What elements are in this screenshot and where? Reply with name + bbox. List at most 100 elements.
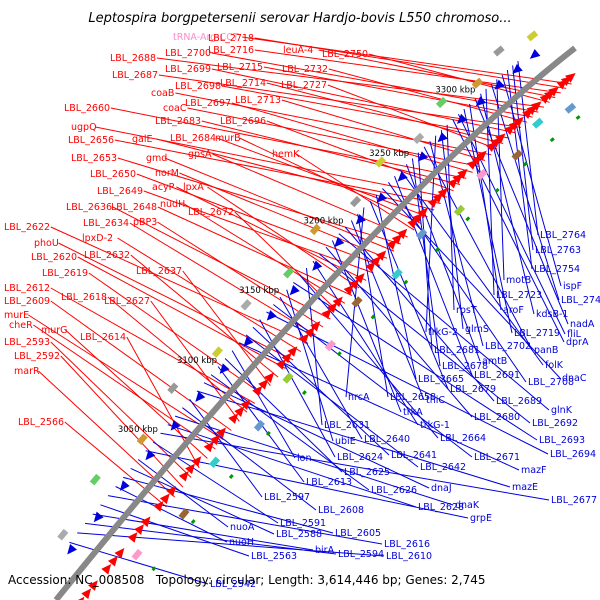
forward-label-line xyxy=(221,85,510,139)
forward-gene-label: LBL_2648 xyxy=(111,202,157,213)
reverse-gene-label: motB xyxy=(506,275,531,286)
forward-gene-label: LBL_2622 xyxy=(4,222,50,233)
forward-gene-arrow xyxy=(539,93,551,104)
reverse-gene-arrow xyxy=(417,151,429,162)
footer: Accession: NC_008508 Topology: circular;… xyxy=(8,573,486,587)
forward-gene-arrow xyxy=(140,516,151,528)
feature-block xyxy=(351,296,363,308)
tick-mark xyxy=(265,431,271,436)
tick-label: 3300 kbp xyxy=(435,86,475,96)
feature-block xyxy=(349,195,362,208)
reverse-gene-label: nuoH xyxy=(229,537,254,548)
forward-gene-arrow xyxy=(327,302,338,314)
forward-gene-label: LBL_2636 xyxy=(66,202,112,213)
forward-gene-label: marR xyxy=(14,366,40,377)
forward-gene-label: LBL_2684 xyxy=(170,133,216,144)
reverse-gene-label: amtB xyxy=(482,356,507,367)
genes-text: Genes: 2,745 xyxy=(405,573,486,587)
forward-gene-arrow xyxy=(159,493,170,505)
forward-label-line xyxy=(239,137,422,224)
forward-gene-arrow xyxy=(81,588,92,600)
reverse-gene-label: LBL_2610 xyxy=(386,551,432,562)
reverse-gene-label: LBL_2671 xyxy=(474,452,520,463)
reverse-gene-label: LBL_2642 xyxy=(420,462,466,473)
forward-gene-label: LBL_2696 xyxy=(220,116,266,127)
map-title: Leptospira borgpetersenii serovar Hardjo… xyxy=(88,11,511,26)
forward-gene-arrow xyxy=(298,333,309,345)
forward-label-line xyxy=(207,186,360,289)
reverse-label-line xyxy=(160,432,550,501)
forward-gene-label: norM xyxy=(155,168,179,179)
reverse-gene-label: glmS xyxy=(465,324,489,335)
reverse-label-line xyxy=(123,476,334,534)
forward-gene-arrow xyxy=(153,501,164,512)
reverse-label-line xyxy=(344,226,495,402)
forward-gene-label: LBL_2618 xyxy=(61,292,107,303)
forward-label-line xyxy=(201,120,461,185)
forward-gene-label: LBL_2653 xyxy=(71,153,117,164)
reverse-gene-arrow xyxy=(312,260,323,271)
forward-gene-label: LBL_2620 xyxy=(31,252,77,263)
reverse-label-line xyxy=(490,83,560,301)
reverse-gene-label: LBL_2631 xyxy=(324,420,370,431)
forward-gene-arrow xyxy=(332,296,343,308)
reverse-gene-label: LBL_2754 xyxy=(534,264,580,275)
feature-block xyxy=(564,102,577,114)
reverse-label-line xyxy=(259,319,336,458)
reverse-gene-arrow xyxy=(397,171,408,182)
tick-mark xyxy=(151,566,157,572)
forward-gene-arrow xyxy=(107,555,118,567)
tick-label: 3200 kbp xyxy=(303,217,343,227)
forward-gene-label: hemK xyxy=(272,149,300,160)
forward-label-line xyxy=(157,221,324,328)
forward-gene-label: LBL_2614 xyxy=(80,332,126,343)
tick-labels: 3050 kbp 3100 kbp 3150 kbp 3200 kbp 3250 kbp… xyxy=(118,86,476,436)
reverse-label-line xyxy=(167,424,417,508)
reverse-gene-arrow xyxy=(334,236,345,248)
forward-gene-label: murE xyxy=(4,310,29,321)
reverse-gene-label: LBL_2605 xyxy=(335,528,381,539)
reverse-gene-label: LBL_2664 xyxy=(440,433,486,444)
forward-label-line xyxy=(50,226,309,344)
reverse-gene-label: dnaJ xyxy=(431,483,452,494)
forward-gene-label: LBL_2672 xyxy=(188,207,234,218)
reverse-gene-label: grpE xyxy=(470,513,492,524)
reverse-gene-label: trkG-2 xyxy=(428,327,458,338)
reverse-gene-label: ispF xyxy=(563,281,582,292)
reverse-gene-label: LBL_2680 xyxy=(474,412,520,423)
forward-gene-arrow xyxy=(466,159,478,170)
reverse-gene-label: dnaK xyxy=(455,500,480,511)
feature-block xyxy=(89,473,101,486)
forward-gene-label: LBL_2649 xyxy=(97,186,143,197)
reverse-gene-label: LBL_2616 xyxy=(384,539,430,550)
reverse-gene-label: LBL_2708 xyxy=(528,377,574,388)
reverse-label-line xyxy=(107,495,383,545)
forward-gene-arrow xyxy=(264,372,275,383)
forward-label-line xyxy=(33,324,216,450)
reverse-label-line xyxy=(231,350,296,459)
reverse-label-line xyxy=(400,169,544,366)
reverse-label-line xyxy=(152,441,279,524)
forward-gene-arrow xyxy=(209,434,220,446)
reverse-label-line xyxy=(457,113,566,335)
reverse-gene-label: LBL_2613 xyxy=(306,477,352,488)
reverse-label-line xyxy=(474,98,569,325)
forward-gene-label: coaC xyxy=(163,103,187,114)
feature-block xyxy=(532,117,544,129)
reverse-label-line xyxy=(325,246,473,418)
reverse-gene-label: LBL_2694 xyxy=(550,449,596,460)
forward-gene-arrow xyxy=(556,79,568,90)
reverse-label-line xyxy=(196,390,511,488)
forward-gene-arrow xyxy=(427,197,438,209)
forward-gene-arrow xyxy=(370,256,381,267)
reverse-gene-arrow xyxy=(170,420,181,431)
reverse-label-line xyxy=(286,289,334,442)
reverse-gene-label: LBL_2764 xyxy=(540,230,586,241)
reverse-gene-arrow xyxy=(355,214,366,225)
reverse-label-line xyxy=(369,200,449,390)
reverse-label-line xyxy=(425,135,437,333)
forward-gene-arrow xyxy=(365,261,376,273)
reverse-label-line xyxy=(350,220,425,401)
forward-gene-label: lpxA xyxy=(183,182,204,193)
